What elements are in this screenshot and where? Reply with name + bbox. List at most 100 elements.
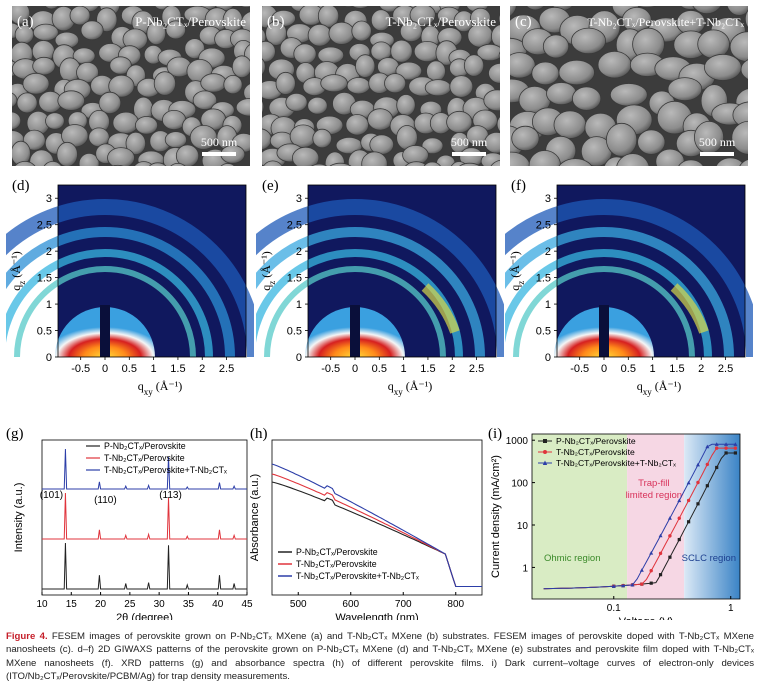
grain xyxy=(370,9,392,32)
x-tick-label: 10 xyxy=(36,599,48,610)
x-tick-label: 1.5 xyxy=(420,363,435,375)
y-tick-label: 2 xyxy=(296,246,302,258)
grain xyxy=(22,72,50,95)
absorbance-chart: (h) 500 600 700 800 Wavelength (nm) Absorbance… xyxy=(249,426,483,620)
grain xyxy=(109,56,132,75)
data-point xyxy=(649,569,653,573)
sem-image-2: (b) T-Nb₂CTₓ/Perovskite 500 nm xyxy=(262,6,500,166)
grain xyxy=(56,141,78,166)
legend-label: P-Nb₂CTₓ/Perovskite xyxy=(296,547,378,557)
beamstop xyxy=(100,305,110,357)
diffraction-ring xyxy=(6,249,213,358)
x-tick-label: 20 xyxy=(95,599,107,610)
x-tick-label: 2 xyxy=(199,363,205,375)
panel-title: T-Nb₂CTₓ/Perovskite+T-Nb₂CTₓ xyxy=(587,15,744,29)
grain xyxy=(553,110,587,139)
data-point xyxy=(621,583,626,588)
y-tick-label: 0.5 xyxy=(37,326,52,338)
data-point xyxy=(677,498,682,503)
x-tick-label: -0.5 xyxy=(570,363,589,375)
grain xyxy=(32,23,59,42)
x-tick-label: 40 xyxy=(212,599,224,610)
x-axis-label: Wavelength (nm) xyxy=(335,612,418,620)
grain xyxy=(351,20,372,42)
x-tick-label: -0.5 xyxy=(321,363,340,375)
scale-bar xyxy=(452,152,486,156)
data-point xyxy=(668,555,672,559)
grain xyxy=(692,6,722,15)
grain xyxy=(69,6,91,26)
grain xyxy=(146,21,167,46)
x-tick-label: 2 xyxy=(698,363,704,375)
data-point xyxy=(658,551,663,556)
grain xyxy=(329,162,352,166)
grain xyxy=(307,96,328,115)
grain xyxy=(571,86,602,111)
data-point xyxy=(695,462,700,467)
bright-arc xyxy=(421,283,460,334)
data-point xyxy=(668,534,672,538)
grain xyxy=(715,157,745,166)
grain xyxy=(346,77,371,95)
diffraction-ring xyxy=(14,266,196,358)
legend-label: P-Nb₂CTₓ/Perovskite xyxy=(104,441,186,451)
plot-frame xyxy=(531,433,741,600)
y-axis-label: qz (Å⁻¹) xyxy=(259,251,277,291)
grain xyxy=(43,161,62,166)
sem-image-1: (a) P-Nb₂CTₓ/Perovskite 500 nm xyxy=(12,6,250,166)
y-axis-label: Absorbance (a.u.) xyxy=(249,474,261,561)
figure-caption: Figure 4. FESEM images of perovskite gro… xyxy=(6,630,754,684)
caption-label: Figure 4. xyxy=(6,631,48,642)
panel-letter: (c) xyxy=(515,14,532,30)
grain xyxy=(275,71,296,95)
grain xyxy=(148,162,167,166)
data-point xyxy=(649,550,654,555)
panel-letter: (b) xyxy=(267,14,285,30)
xrd-series-line xyxy=(42,448,247,490)
grain xyxy=(729,31,748,63)
diffraction-ring xyxy=(505,199,753,358)
grain xyxy=(111,164,124,166)
y-tick-label: 1000 xyxy=(506,436,529,447)
panel-title: P-Nb₂CTₓ/Perovskite xyxy=(135,14,246,29)
grain xyxy=(241,11,250,35)
x-tick-label: 0 xyxy=(102,363,108,375)
grain xyxy=(135,116,159,135)
region-label: SCLC region xyxy=(682,553,736,564)
grain xyxy=(558,158,593,166)
data-point xyxy=(686,480,691,485)
scale-bar xyxy=(700,152,734,156)
jv-chart: (i) 1 10 100 1000 0.1 1 Voltage (V) Current dens… xyxy=(488,426,741,620)
grain xyxy=(328,21,355,45)
data-point xyxy=(714,442,719,446)
grain xyxy=(498,51,500,60)
x-tick-label: 700 xyxy=(395,599,412,610)
y-tick-label: 0 xyxy=(46,352,52,364)
data-point xyxy=(724,451,728,455)
y-tick-label: 2.5 xyxy=(287,220,302,232)
trap-fill-region xyxy=(627,434,685,599)
x-axis-label: qxy (Å⁻¹) xyxy=(388,379,433,397)
x-tick-label: 15 xyxy=(66,599,78,610)
giwaxs-plot-1: 0 0.5 1 1.5 2 2.5 3 -0.5 0 0.5 1 1.5 2 2.5 qz (Å⁻¹) qxy… xyxy=(6,178,254,397)
grain xyxy=(667,77,703,101)
ohmic-region xyxy=(532,434,628,599)
grain xyxy=(731,120,748,155)
grain xyxy=(107,147,135,166)
giwaxs-plot-3: 0 0.5 1 1.5 2 2.5 3 -0.5 0 0.5 1 1.5 2 2.5 qz (Å⁻¹) qxy… xyxy=(505,178,753,397)
x-tick-label: 25 xyxy=(124,599,136,610)
legend-label: T-Nb₂CTₓ/Perovskite xyxy=(296,559,377,569)
x-axis-label: qxy (Å⁻¹) xyxy=(138,379,183,397)
x-tick-label: 0 xyxy=(352,363,358,375)
grain xyxy=(292,146,320,166)
grain xyxy=(616,153,650,166)
data-point xyxy=(696,502,700,506)
diffraction-ring xyxy=(256,227,485,358)
grain xyxy=(175,144,200,166)
grain xyxy=(739,159,748,166)
scale-label: 500 nm xyxy=(451,135,488,149)
y-tick-label: 3 xyxy=(46,193,52,205)
grain xyxy=(361,151,388,166)
diffraction-ring xyxy=(513,266,695,358)
grain xyxy=(510,6,517,17)
